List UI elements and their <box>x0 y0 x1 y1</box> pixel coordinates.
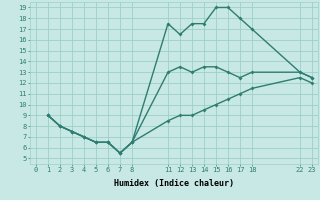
X-axis label: Humidex (Indice chaleur): Humidex (Indice chaleur) <box>114 179 234 188</box>
